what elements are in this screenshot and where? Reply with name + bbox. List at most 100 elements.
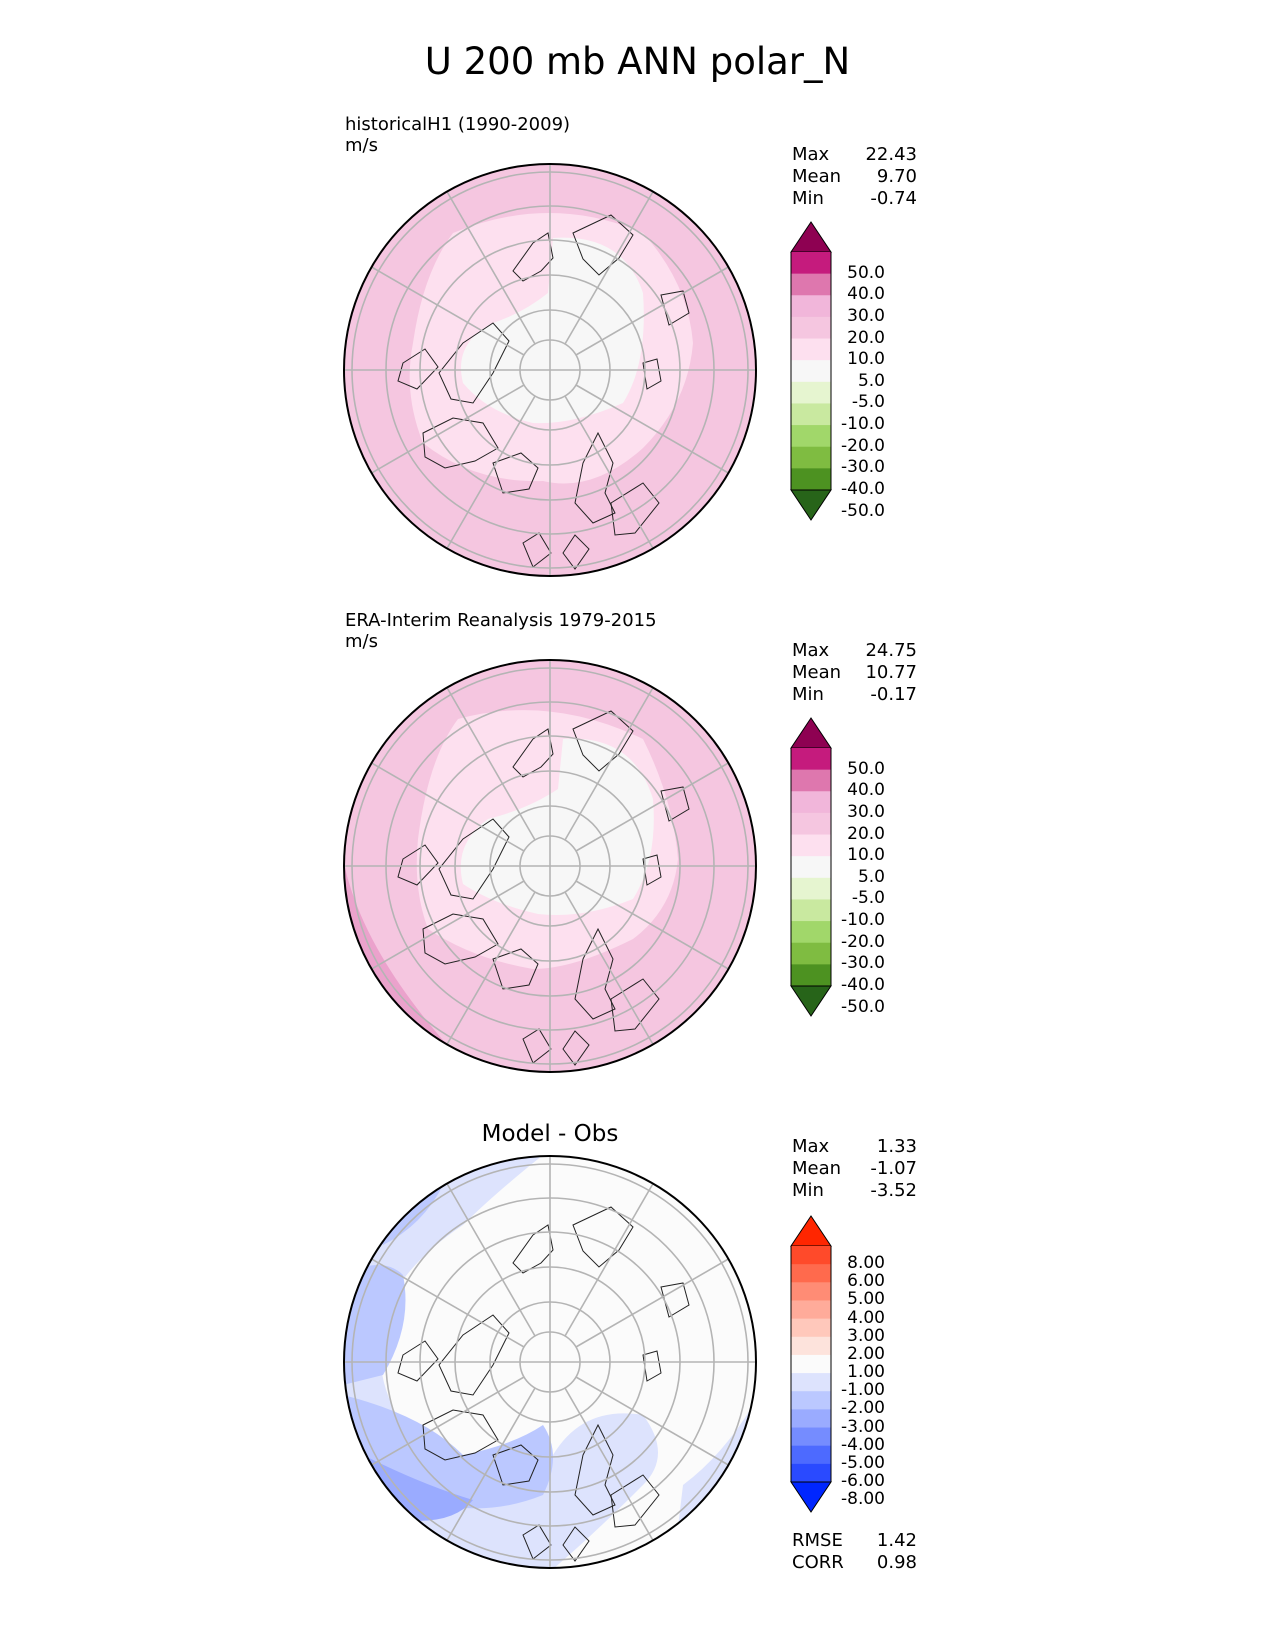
meridian xyxy=(575,266,729,356)
coastline xyxy=(642,358,662,390)
coastline xyxy=(660,786,690,822)
colorbar-tick-label: 5.0 xyxy=(857,370,885,391)
colorbar-tick-label: 1.00 xyxy=(847,1362,885,1383)
main-title: U 200 mb ANN polar_N xyxy=(424,40,851,83)
colorbar-tick-label: -8.00 xyxy=(841,1489,885,1510)
colorbar-tick-label: 30.0 xyxy=(847,801,885,822)
graticule xyxy=(344,164,756,576)
colorbar-tick-label: 5.0 xyxy=(857,866,885,887)
coastline xyxy=(660,1282,690,1318)
colorbar-tick-label: 4.00 xyxy=(847,1307,885,1328)
colorbar-segment xyxy=(791,1264,831,1283)
colorbar-tick-label: -50.0 xyxy=(841,996,885,1017)
graticule xyxy=(344,660,756,1072)
coastlines xyxy=(397,214,690,570)
colorbar-segment xyxy=(791,1282,831,1301)
stats-rmse-corr: RMSE 1.42 CORR 0.98 xyxy=(792,1530,917,1574)
map-historical xyxy=(343,163,757,577)
colorbar-tick-label: -2.00 xyxy=(841,1398,885,1419)
stat-min: Min -3.52 xyxy=(792,1180,917,1201)
meridian xyxy=(371,384,525,474)
meridian xyxy=(575,880,729,970)
meridian xyxy=(446,1183,536,1337)
colorbar-tick-label: 50.0 xyxy=(847,758,885,779)
coastlines xyxy=(397,710,690,1066)
stats-panel-3: Max 1.33 Mean -1.07 Min -3.52 xyxy=(792,1136,917,1202)
colorbar-tick-label: -10.0 xyxy=(841,910,885,931)
colorbar-segment xyxy=(791,921,831,944)
colorbar-tick-label: -5.0 xyxy=(851,392,885,413)
meridian xyxy=(575,1258,729,1348)
colorbar-tick-label: 6.00 xyxy=(847,1271,885,1292)
colorbar-tick-label: 40.0 xyxy=(847,780,885,801)
colorbar-tick-label: -40.0 xyxy=(841,975,885,995)
colorbar-segment xyxy=(791,381,831,404)
colorbar-segment xyxy=(791,791,831,814)
stats-panel-2: Max 24.75 Mean 10.77 Min -0.17 xyxy=(792,640,917,706)
stat-min: Min -0.74 xyxy=(792,188,917,209)
coastline xyxy=(522,1524,552,1560)
colorbar-segment xyxy=(791,877,831,900)
coastline xyxy=(438,322,510,404)
colorbar-segment xyxy=(791,748,831,771)
stat-max: Max 1.33 xyxy=(792,1136,917,1157)
coastline xyxy=(522,532,552,568)
colorbar-extend-min xyxy=(790,1481,832,1513)
meridian xyxy=(575,1376,729,1466)
stat-mean: Mean 9.70 xyxy=(792,166,917,187)
colorbar-segment xyxy=(791,942,831,965)
colorbar-segment xyxy=(791,1354,831,1374)
meridian xyxy=(564,1183,654,1337)
stat-rmse: RMSE 1.42 xyxy=(792,1530,917,1551)
stat-corr: CORR 0.98 xyxy=(792,1552,917,1573)
coastline xyxy=(574,1423,616,1516)
colorbar-outline xyxy=(790,1246,832,1482)
colorbar-segment xyxy=(791,1336,831,1356)
coastline xyxy=(642,1350,662,1382)
map-reanalysis xyxy=(343,659,757,1073)
coastline xyxy=(492,948,539,990)
meridian xyxy=(564,395,654,549)
colorbar-segment xyxy=(791,1373,831,1392)
meridian xyxy=(371,762,525,852)
coastline xyxy=(438,1314,510,1396)
colorbar-segment xyxy=(791,1445,831,1465)
colorbar-segment xyxy=(791,338,831,361)
meridian xyxy=(371,1258,525,1348)
map-boundary xyxy=(343,1155,757,1569)
meridian xyxy=(446,1387,536,1541)
contour-region xyxy=(461,237,644,424)
colorbar-segment xyxy=(791,403,831,426)
colorbar-tick-label: -20.0 xyxy=(841,931,885,952)
graticule xyxy=(344,1156,756,1568)
coastline xyxy=(492,452,539,494)
panel-2-title: ERA-Interim Reanalysis 1979-2015 xyxy=(345,610,657,631)
colorbar-panel-3 xyxy=(790,1215,832,1513)
meridian xyxy=(371,1376,525,1466)
colorbar-outline xyxy=(790,748,832,986)
coastline xyxy=(512,232,554,282)
colorbar-extend-max xyxy=(790,1215,832,1247)
panel-1-title: historicalH1 (1990-2009) xyxy=(345,114,571,135)
coastline xyxy=(610,1474,660,1528)
map-difference xyxy=(343,1155,757,1569)
meridian xyxy=(564,191,654,345)
colorbar-segment xyxy=(791,856,831,879)
colorbar-segment xyxy=(791,468,831,491)
colorbar-segment xyxy=(791,1463,831,1483)
coastline xyxy=(572,1206,634,1268)
coastline xyxy=(574,927,616,1020)
diff-title: Model - Obs xyxy=(481,1121,619,1147)
colorbar-tick-label: -30.0 xyxy=(841,953,885,974)
colorbar-outline xyxy=(790,252,832,490)
colorbar-extend-max xyxy=(790,221,832,253)
stat-mean: Mean -1.07 xyxy=(792,1158,917,1179)
colorbar-tick-label: 8.00 xyxy=(847,1253,885,1274)
colorbar-tick-label: 3.00 xyxy=(847,1325,885,1346)
colorbar-tick-label: -40.0 xyxy=(841,479,885,499)
contour-region xyxy=(460,738,654,915)
colorbar-tick-label: 10.0 xyxy=(847,845,885,866)
colorbar-segment xyxy=(791,1300,831,1320)
colorbar-panel-2 xyxy=(790,717,832,1017)
coastline xyxy=(572,214,634,276)
